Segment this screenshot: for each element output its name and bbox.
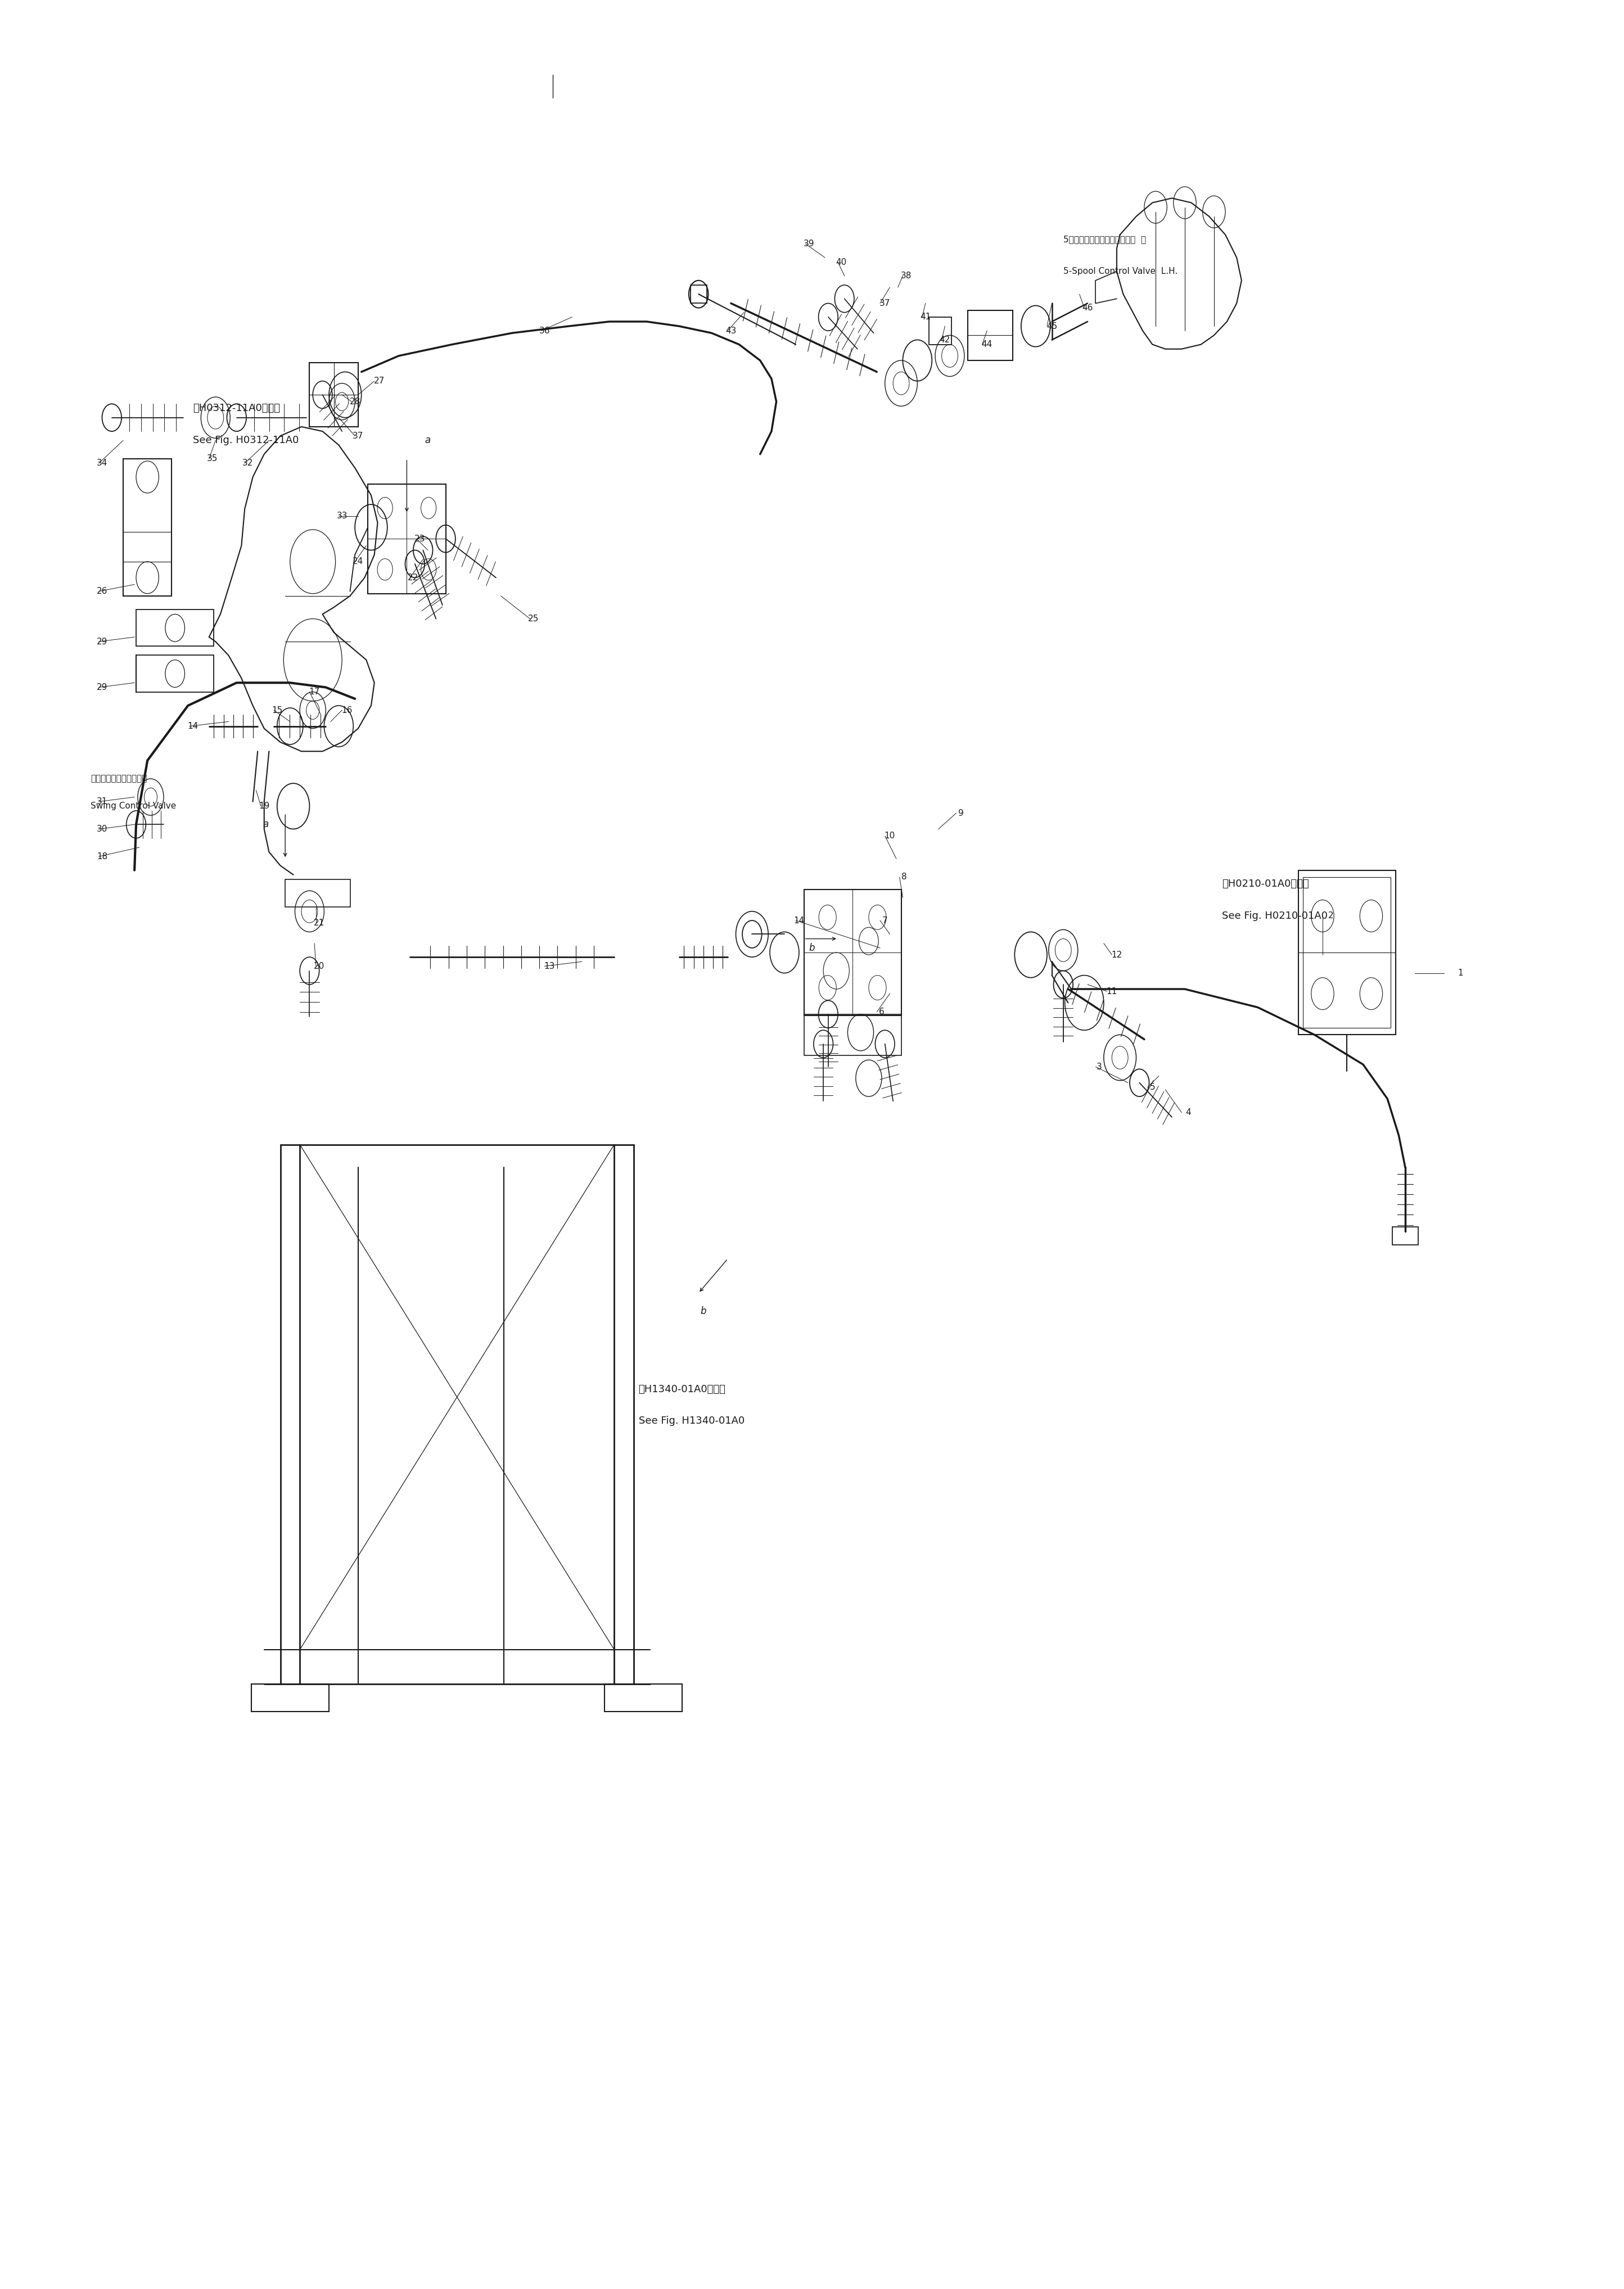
Text: 25: 25 <box>528 613 539 623</box>
Text: 33: 33 <box>336 513 348 520</box>
Text: 20: 20 <box>313 961 325 971</box>
Text: 3: 3 <box>1096 1062 1101 1071</box>
Text: 1: 1 <box>1458 968 1463 977</box>
Text: 45: 45 <box>1046 323 1057 330</box>
Text: 2: 2 <box>1328 911 1333 920</box>
Bar <box>310 362 359 426</box>
Text: 6: 6 <box>879 1007 885 1016</box>
Text: 8: 8 <box>901 872 908 881</box>
Text: Swing Control Valve: Swing Control Valve <box>91 801 177 810</box>
Text: 12: 12 <box>1111 950 1122 959</box>
Text: 31: 31 <box>96 797 107 806</box>
Text: 第H0210-01A0図参照: 第H0210-01A0図参照 <box>1223 879 1309 888</box>
Text: 10: 10 <box>885 831 895 840</box>
Text: 37: 37 <box>352 433 364 439</box>
Bar <box>804 1014 901 1055</box>
Text: 27: 27 <box>374 378 385 385</box>
Text: 43: 43 <box>726 327 736 334</box>
Text: 30: 30 <box>96 824 107 833</box>
Text: See Fig. H0312-11A0: See Fig. H0312-11A0 <box>193 435 299 446</box>
Bar <box>369 483 445 593</box>
Text: 38: 38 <box>901 272 911 279</box>
Text: 26: 26 <box>96 586 107 595</box>
Text: 41: 41 <box>921 314 931 320</box>
Text: 28: 28 <box>349 398 361 405</box>
Bar <box>1302 877 1390 1028</box>
Text: 11: 11 <box>1106 987 1117 996</box>
Bar <box>136 609 214 645</box>
Text: See Fig. H1340-01A0: See Fig. H1340-01A0 <box>638 1417 744 1426</box>
Bar <box>604 1685 682 1712</box>
Bar <box>1298 870 1395 1035</box>
Text: a: a <box>425 435 430 446</box>
Bar <box>929 316 952 343</box>
Text: 36: 36 <box>539 327 551 334</box>
Text: 46: 46 <box>1082 304 1093 311</box>
Text: 17: 17 <box>309 687 320 696</box>
Text: 18: 18 <box>97 852 107 861</box>
Text: 4: 4 <box>1186 1108 1190 1117</box>
Text: 34: 34 <box>96 460 107 467</box>
Text: 40: 40 <box>836 259 846 266</box>
Text: 37: 37 <box>880 300 890 307</box>
Text: 23: 23 <box>414 536 425 542</box>
Text: 35: 35 <box>206 456 218 462</box>
Text: 22: 22 <box>408 572 419 581</box>
Bar <box>804 890 901 1016</box>
Bar <box>136 655 214 691</box>
Text: 第H0312-11A0図参照: 第H0312-11A0図参照 <box>193 403 279 414</box>
Text: 5スプールコントロールバルブ  左: 5スプールコントロールバルブ 左 <box>1064 236 1147 243</box>
Bar <box>252 1685 330 1712</box>
Text: See Fig. H0210-01A0: See Fig. H0210-01A0 <box>1223 911 1328 920</box>
Text: 24: 24 <box>352 559 364 565</box>
Text: 44: 44 <box>981 341 992 348</box>
Text: 5: 5 <box>1150 1083 1155 1092</box>
Bar <box>1392 1227 1418 1245</box>
Text: 旋回コントロールバルブ: 旋回コントロールバルブ <box>91 774 148 783</box>
Text: 14: 14 <box>187 721 198 730</box>
Text: 15: 15 <box>271 705 283 714</box>
Text: 14: 14 <box>794 916 804 925</box>
Text: 42: 42 <box>940 336 950 343</box>
Text: b: b <box>700 1307 706 1316</box>
Bar <box>690 286 706 304</box>
Text: 9: 9 <box>958 808 965 817</box>
Text: 7: 7 <box>882 916 888 925</box>
Text: 第H1340-01A0図参照: 第H1340-01A0図参照 <box>638 1385 726 1394</box>
Text: 39: 39 <box>804 240 814 247</box>
Text: 13: 13 <box>544 961 555 971</box>
Text: 29: 29 <box>96 636 107 645</box>
Text: 32: 32 <box>242 460 253 467</box>
Text: 29: 29 <box>96 682 107 691</box>
Bar <box>123 458 172 595</box>
Text: 16: 16 <box>341 705 352 714</box>
Text: b: b <box>809 943 815 952</box>
Bar <box>286 879 351 906</box>
Bar <box>968 309 1013 359</box>
Text: a: a <box>263 819 268 829</box>
Text: 21: 21 <box>313 918 325 927</box>
Text: 19: 19 <box>258 801 270 810</box>
Text: 5-Spool Control Valve  L.H.: 5-Spool Control Valve L.H. <box>1064 268 1177 275</box>
